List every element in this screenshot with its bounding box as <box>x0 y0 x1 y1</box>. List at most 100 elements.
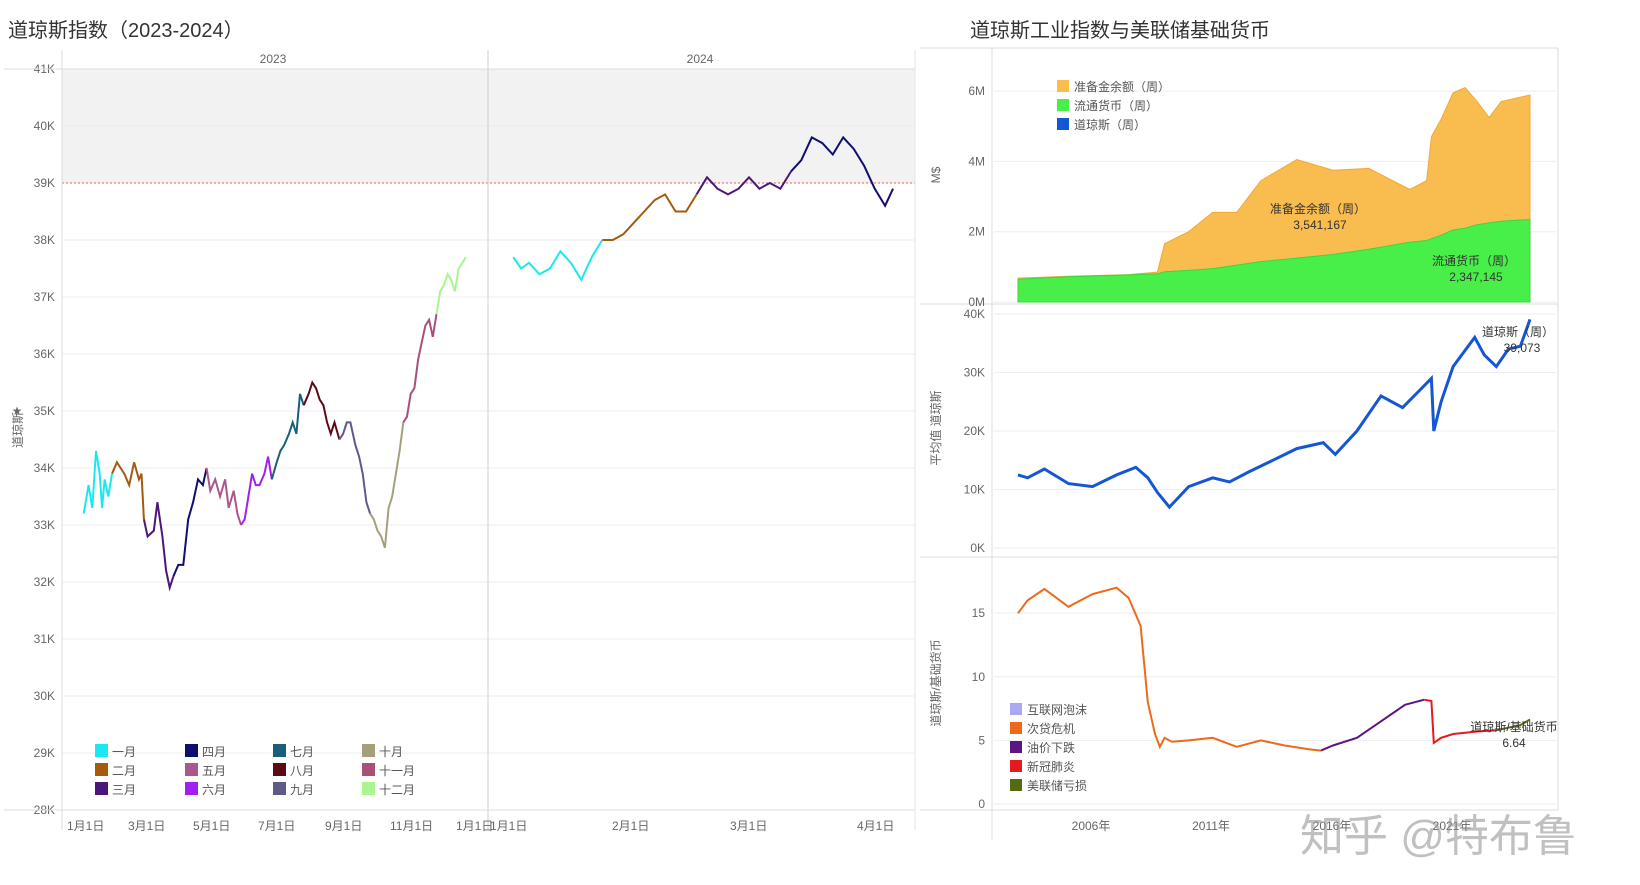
legend-swatch <box>1010 741 1022 753</box>
x-tick-label: 3月1日 <box>730 819 767 833</box>
dow-2023-segment <box>82 450 113 514</box>
y-tick-label: 10K <box>964 483 985 497</box>
y-tick-label: 15 <box>972 606 986 620</box>
legend-label: 互联网泡沫 <box>1027 703 1087 717</box>
left-chart-title: 道琼斯指数（2023-2024） <box>8 20 244 42</box>
legend-swatch <box>95 763 108 776</box>
y-tick-label: 31K <box>34 632 55 646</box>
legend-swatch <box>185 744 198 757</box>
legend-label: 二月 <box>112 764 136 778</box>
dow-2023-segment <box>240 456 273 526</box>
y-tick-label: 4M <box>968 154 985 168</box>
dow-2023-segment <box>302 380 341 440</box>
legend-label: 六月 <box>202 783 226 797</box>
y-tick-label: 33K <box>34 518 55 532</box>
y-tick-label: 37K <box>34 290 55 304</box>
legend-swatch <box>1010 722 1022 734</box>
x-tick-label: 5月1日 <box>193 819 230 833</box>
legend-swatch <box>362 763 375 776</box>
legend-label: 七月 <box>290 745 314 759</box>
x-tick-label: 4月1日 <box>857 819 894 833</box>
legend-label: 美联储亏损 <box>1027 778 1087 793</box>
y-axis-title: 道琼斯 <box>10 412 25 448</box>
watermark: 知乎 @特布鲁 <box>1300 812 1577 861</box>
y-tick-label: 35K <box>34 404 55 418</box>
y-tick-label: 0 <box>978 797 985 811</box>
annotation-label: 流通货币（周） <box>1432 253 1516 268</box>
legend-swatch <box>273 782 286 795</box>
y-tick-label: 30K <box>34 689 55 703</box>
y-tick-label: 40K <box>34 119 55 133</box>
x-tick-label: 2016年 <box>1313 819 1352 833</box>
x-tick-label: 7月1日 <box>258 819 295 833</box>
legend-swatch <box>1010 760 1022 772</box>
legend-swatch <box>185 763 198 776</box>
y-tick-label: 29K <box>34 746 55 760</box>
y-tick-label: 0K <box>970 541 985 555</box>
y-tick-label: 0M <box>968 295 985 309</box>
legend-swatch <box>1057 80 1069 92</box>
x-tick-label: 2021年 <box>1433 819 1472 833</box>
dow-2023-segment <box>111 460 145 520</box>
y-tick-label: 32K <box>34 575 55 589</box>
legend-swatch <box>1010 779 1022 791</box>
dow-2024-segment <box>602 193 698 241</box>
dow-2023-segment <box>369 422 405 549</box>
legend-label: 十一月 <box>379 764 415 778</box>
legend-swatch <box>1010 703 1022 715</box>
legend-label: 三月 <box>112 783 136 797</box>
legend-swatch <box>273 763 286 776</box>
legend-swatch <box>362 744 375 757</box>
legend-label: 十月 <box>379 745 403 759</box>
x-tick-label: 1月1日 <box>456 819 493 833</box>
legend-label: 新冠肺炎 <box>1027 759 1075 774</box>
annotation-value: 39,073 <box>1504 341 1541 355</box>
dow-2023-segment <box>142 502 175 592</box>
ratio-line-segment <box>1424 698 1497 745</box>
dow-2024-segment <box>512 239 604 283</box>
dow-2023-segment <box>270 393 305 480</box>
dow-2023-segment <box>338 421 372 514</box>
y-tick-label: 34K <box>34 461 55 475</box>
dow-2023-segment <box>205 467 242 526</box>
legend-label: 油价下跌 <box>1027 740 1075 755</box>
y-tick-label: 38K <box>34 233 55 247</box>
pin-icon: ★ <box>12 404 23 418</box>
dow-2023-segment <box>435 256 467 315</box>
x-tick-label: 2006年 <box>1072 819 1111 833</box>
dow-weekly-line <box>1017 318 1532 510</box>
y-tick-label: 5 <box>978 733 985 747</box>
y-tick-label: 39K <box>34 176 55 190</box>
dow-2024-segment <box>695 171 792 196</box>
ratio-line-segment <box>1496 718 1531 732</box>
legend-label: 五月 <box>202 764 226 778</box>
y-tick-label: 36K <box>34 347 55 361</box>
currency-area <box>1017 218 1531 303</box>
x-tick-label: 11月1日 <box>390 819 433 833</box>
legend-swatch <box>1057 118 1069 130</box>
dow-2023-segment <box>172 467 208 577</box>
x-tick-label: 3月1日 <box>128 819 165 833</box>
x-tick-label: 2011年 <box>1192 819 1230 833</box>
legend-label: 道琼斯（周） <box>1074 117 1146 132</box>
legend-swatch <box>362 782 375 795</box>
right-chart-title: 道琼斯工业指数与美联储基础货币 <box>970 20 1270 42</box>
legend-swatch <box>95 782 108 795</box>
legend-swatch <box>273 744 286 757</box>
x-tick-label: 2月1日 <box>612 819 649 833</box>
annotation-label: 准备金余额（周） <box>1270 201 1366 216</box>
ratio-line-segment <box>1017 586 1322 752</box>
legend-label: 十二月 <box>379 783 415 797</box>
annotation-value: 2,347,145 <box>1449 270 1503 284</box>
y-tick-label: 6M <box>968 84 985 98</box>
y-tick-label: 10 <box>972 670 986 684</box>
legend-label: 流通货币（周） <box>1074 98 1158 113</box>
x-tick-label: 9月1日 <box>325 819 362 833</box>
y-tick-label: 40K <box>964 307 985 321</box>
y-tick-label: 20K <box>964 424 985 438</box>
y-axis-title: M$ <box>929 166 943 183</box>
dow-2023-segment <box>402 313 438 423</box>
y-tick-label: 2M <box>968 225 985 239</box>
annotation-label: 道琼斯/基础货币 <box>1470 719 1557 734</box>
legend-swatch <box>1057 99 1069 111</box>
